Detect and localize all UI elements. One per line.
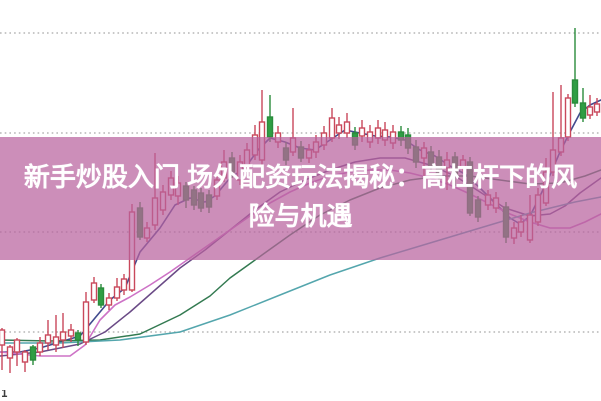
candle-up [90,277,98,303]
candle-body [74,332,82,341]
candle-down [266,95,274,142]
candle-up [105,293,113,310]
candle-up [586,95,594,119]
candle-body [335,124,343,134]
candle-body [571,79,579,104]
candle-down [29,345,37,365]
candle-down [571,28,579,107]
candle-body [97,287,105,306]
candle-body [343,121,351,134]
candle-up [67,324,75,342]
candle-body [6,346,14,359]
candle-body [328,117,336,139]
candle-body [67,329,75,337]
candle-body [21,351,29,363]
candle-up [564,94,572,141]
candle-body [29,346,37,361]
candle-body [120,278,128,291]
candle-up [44,320,52,350]
candle-body [90,282,98,301]
candle-body [52,336,60,346]
candle-up [120,274,128,295]
page-title-line-1: 新手炒股入门 场外配资玩法揭秘：高杠杆下的风 [23,162,578,192]
candle-body [82,301,90,343]
candle-up [59,313,67,348]
candle-down [579,88,587,122]
corner-artifact: 1 [1,390,8,398]
candle-up [21,350,29,372]
candle-body [113,286,121,299]
candle-up [13,338,21,366]
candle-up [6,345,14,373]
candle-body [586,106,594,116]
candle-body [105,297,113,306]
candle-up [0,328,6,370]
page-title-line-2: 险与机遇 [248,201,353,231]
candle-up [82,292,90,345]
candle-body [36,342,44,353]
candle-up [113,278,121,301]
candle-up [593,98,601,116]
candle-body [564,97,572,138]
candle-up [36,337,44,356]
candle-body [593,103,601,113]
candle-up [335,117,343,139]
candle-body [44,334,52,344]
candle-body [13,339,21,353]
candle-up [52,315,60,352]
candle-down [97,284,105,308]
candle-body [59,331,67,341]
candle-body [0,329,6,346]
title-banner: 新手炒股入门 场外配资玩法揭秘：高杠杆下的风 险与机遇 [0,137,601,260]
candle-body [266,116,274,138]
candle-body [358,127,366,137]
candle-body [579,102,587,119]
candle-up [343,113,351,138]
candle-down [74,330,82,346]
